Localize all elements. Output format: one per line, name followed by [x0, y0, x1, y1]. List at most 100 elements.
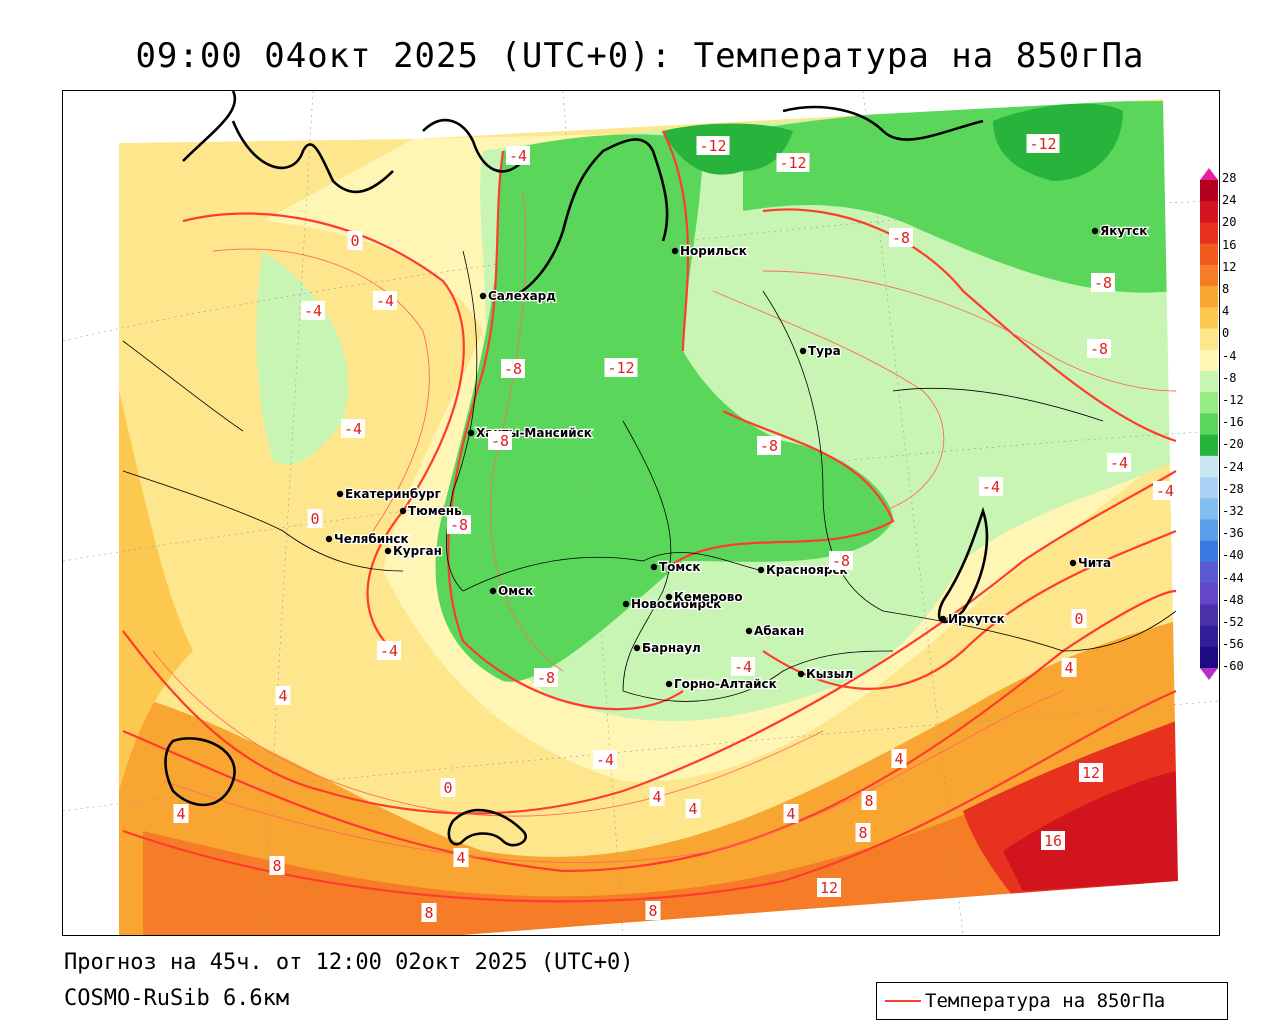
colorbar-swatch: [1200, 498, 1218, 520]
contour-label: -4: [982, 478, 1000, 496]
city-label: Чита: [1078, 556, 1111, 570]
colorbar-top-arrow: [1200, 168, 1218, 180]
contour-label-bg: [1087, 339, 1111, 358]
contour-label: -12: [1029, 135, 1056, 153]
city-label: Кемерово: [674, 590, 743, 604]
contour-label-bg: [534, 668, 558, 687]
city-marker: [467, 429, 475, 437]
contour-label: 4: [1064, 659, 1073, 677]
contour-label-bg: [1071, 609, 1087, 628]
city-marker: [325, 535, 333, 543]
contour-label-bg: [501, 359, 525, 378]
colorbar-tick-label: -24: [1222, 459, 1244, 474]
contour-label: -12: [699, 137, 726, 155]
city-label: Тура: [808, 344, 841, 358]
colorbar-tick-label: -36: [1222, 526, 1244, 541]
colorbar-swatch: [1200, 264, 1218, 287]
colorbar-swatch: [1200, 201, 1218, 223]
city-marker: [757, 566, 765, 574]
city-marker: [1091, 227, 1099, 235]
city-label-halo: Красноярск: [766, 563, 848, 577]
colorbar-swatch: [1200, 604, 1218, 627]
contour-label: -4: [1110, 454, 1128, 472]
contour-label: 12: [820, 879, 838, 897]
city-label-halo: Екатеринбург: [345, 487, 441, 501]
contour-label: 4: [176, 805, 185, 823]
city-marker: [399, 507, 407, 515]
contour-label-bg: [488, 431, 512, 450]
contour-label-bg: [421, 903, 437, 922]
colorbar-swatch: [1200, 370, 1218, 393]
contour-label: -8: [450, 516, 468, 534]
city-label: Якутск: [1100, 224, 1147, 238]
colorbar-bottom-arrow: [1200, 668, 1218, 680]
city-label: Екатеринбург: [345, 487, 441, 501]
city-marker: [489, 587, 497, 595]
contour-label: 4: [786, 805, 795, 823]
contour-label-bg: [1079, 763, 1103, 782]
contour-label-bg: [891, 749, 907, 768]
contour-label: -8: [537, 669, 555, 687]
contour-label: 0: [443, 779, 452, 797]
outside-domain-top: [63, 91, 1219, 143]
legend-label: Температура на 850гПа: [925, 990, 1166, 1012]
colorbar-swatch: [1200, 477, 1218, 499]
contour-label-bg: [889, 228, 913, 247]
contour-label: 0: [350, 232, 359, 250]
contour-label: -8: [832, 552, 850, 570]
temp-zone-cool-minus4-8: [256, 251, 349, 465]
colorbar-tick-label: 24: [1222, 193, 1237, 208]
city-label: Челябинск: [334, 532, 409, 546]
temp-zone-cold-minus8-12: [435, 134, 893, 682]
contour-labels-layer: -4 -12 -12 -12 0 -4 -4 -8 -8 -4 -12 -8 -8 -8 -8 -4 -4 -4 -…: [173, 134, 1177, 922]
colorbar-tick-label: 16: [1222, 237, 1237, 252]
thin-isotherms: [152, 190, 1177, 864]
contour-label-bg: [347, 231, 363, 250]
colorbar-tick-label: -32: [1222, 504, 1244, 518]
colorbar-tick-label: -48: [1222, 592, 1244, 607]
contour-label-bg: [776, 153, 810, 172]
colorbar-tick-label: 12: [1222, 259, 1237, 274]
contour-label-bg: [979, 477, 1003, 496]
city-label-halo: Новосибирск: [631, 597, 721, 611]
colorbar-swatch: [1200, 222, 1218, 245]
contour-label-bg: [649, 787, 665, 806]
city-label-halo: Кемерово: [674, 590, 743, 604]
colorbar-tick-label: -56: [1222, 637, 1244, 652]
contour-label: -8: [491, 432, 509, 450]
colorbar-swatch: [1200, 243, 1218, 266]
model-caption: COSMO-RuSib 6.6км: [64, 986, 290, 1011]
city-marker: [336, 490, 344, 498]
contour-label-bg: [685, 799, 701, 818]
city-marker: [939, 615, 947, 623]
city-marker: [622, 600, 630, 608]
contour-label: -4: [304, 302, 322, 320]
temp-zone-warm-16: [1003, 771, 1178, 891]
colorbar-tick-label: -44: [1222, 570, 1244, 585]
city-marker: [384, 547, 392, 555]
contour-label-bg: [1091, 273, 1115, 292]
city-label: Барнаул: [642, 641, 701, 655]
legend-box: Температура на 850гПа: [876, 982, 1228, 1020]
temp-zone-warm-8-12: [143, 731, 1178, 935]
city-label: Красноярск: [766, 563, 848, 577]
contour-label-bg: [1026, 134, 1060, 153]
admin-boundaries: [122, 250, 1177, 702]
colorbar-swatch: [1200, 540, 1218, 563]
city-label: Иркутск: [948, 612, 1005, 626]
contour-label: -4: [376, 292, 394, 310]
colorbar-tick-label: 8: [1222, 282, 1230, 296]
city-label-halo: Салехард: [488, 289, 556, 303]
contour-label-bg: [1061, 658, 1077, 677]
contour-label-bg: [447, 515, 471, 534]
contour-label-bg: [645, 901, 661, 920]
city-label-halo: Омск: [498, 584, 533, 598]
colorbar-tick-label: -60: [1222, 659, 1244, 674]
contour-label: 8: [864, 792, 873, 810]
colorbar-tick-label: 20: [1222, 215, 1237, 230]
contour-label-bg: [593, 750, 617, 769]
colorbar-tick-label: -8: [1222, 370, 1237, 385]
contour-label-bg: [604, 358, 638, 377]
contour-label-bg: [269, 856, 285, 875]
contour-label-bg: [757, 436, 781, 455]
